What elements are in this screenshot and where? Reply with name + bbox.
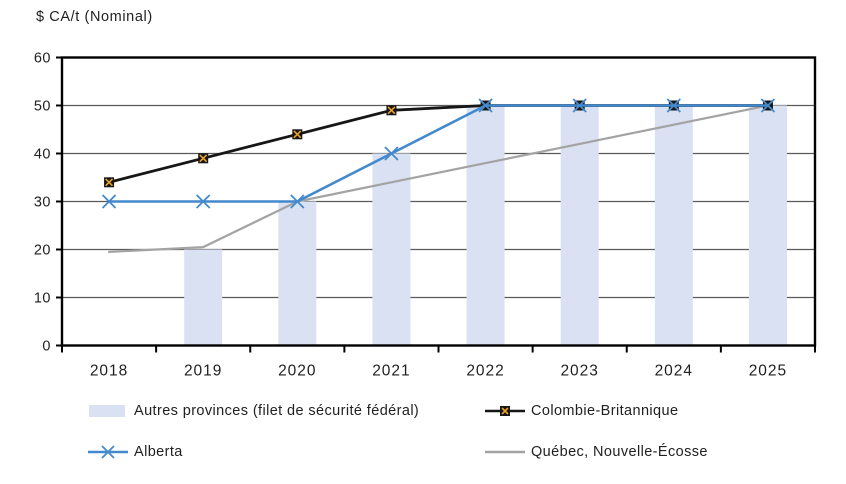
- y-tick-label-50: 50: [34, 99, 51, 115]
- bar-2022: [466, 105, 505, 346]
- marker-x-colombie-britannique-2019: [199, 154, 208, 163]
- marker-alberta-2018: [101, 194, 117, 209]
- legend-item-autres-provinces: Autres provinces (filet de sécurité fédé…: [88, 403, 485, 419]
- y-tick-label-60: 60: [34, 51, 51, 67]
- marker-alberta-2022: [478, 98, 493, 113]
- x-label-2021: 2021: [372, 363, 410, 380]
- line-squarex-swatch-icon: [485, 406, 525, 416]
- legend: Autres provinces (filet de sécurité fédé…: [88, 403, 708, 460]
- marker-x-colombie-britannique-2021: [387, 106, 396, 115]
- marker-alberta-2019: [196, 194, 211, 209]
- marker-x-colombie-britannique-2020: [293, 130, 302, 139]
- line-alberta: [107, 104, 770, 203]
- legend-item-alberta: Alberta: [88, 444, 485, 460]
- x-label-2018: 2018: [90, 363, 128, 380]
- y-axis-title: $ CA/t (Nominal): [36, 9, 153, 25]
- x-label-2024: 2024: [655, 363, 693, 380]
- line-x-swatch-icon: [88, 445, 128, 459]
- x-label-2025: 2025: [749, 363, 787, 380]
- bar-swatch-rect: [89, 405, 125, 417]
- marker-alberta-2024: [666, 98, 681, 113]
- bar-2019: [184, 249, 223, 346]
- legend-label-quebec-nouvelle-ecosse: Québec, Nouvelle-Écosse: [531, 444, 708, 460]
- line-swatch-icon: [485, 450, 525, 454]
- marker-alberta-2020: [290, 194, 305, 209]
- marker-alberta-2023: [572, 98, 587, 113]
- legend-item-colombie-britannique: Colombie-Britannique: [485, 403, 708, 419]
- bar-swatch-icon: [89, 405, 125, 417]
- marker-alberta-2021: [384, 146, 399, 161]
- marker-alberta-2025: [760, 98, 776, 113]
- line-quebec-nouvelle-ecosse: [107, 104, 770, 253]
- marker-x-colombie-britannique-2018: [105, 178, 114, 187]
- bar-2020: [278, 201, 317, 346]
- y-tick-label-0: 0: [42, 339, 51, 355]
- x-label-2023: 2023: [560, 363, 598, 380]
- x-label-2019: 2019: [184, 363, 222, 380]
- legend-label-colombie-britannique: Colombie-Britannique: [531, 403, 679, 419]
- swatch-marker-x: [101, 445, 115, 459]
- y-tick-label-30: 30: [34, 195, 51, 211]
- x-label-2022: 2022: [466, 363, 504, 380]
- swatch-marker-x: [501, 407, 509, 415]
- bar-2025: [748, 105, 787, 346]
- legend-item-quebec-nouvelle-ecosse: Québec, Nouvelle-Écosse: [485, 444, 708, 460]
- legend-label-alberta: Alberta: [134, 444, 183, 460]
- legend-label-autres-provinces: Autres provinces (filet de sécurité fédé…: [134, 403, 420, 419]
- x-label-2020: 2020: [278, 363, 316, 380]
- y-tick-label-20: 20: [34, 243, 51, 259]
- plot-area: 0 10 20 30 40 50 60 2018 2019 2020 2021 2022 2023 202…: [34, 51, 817, 380]
- y-tick-label-40: 40: [34, 147, 51, 163]
- bar-2024: [654, 105, 693, 346]
- y-tick-label-10: 10: [34, 291, 51, 307]
